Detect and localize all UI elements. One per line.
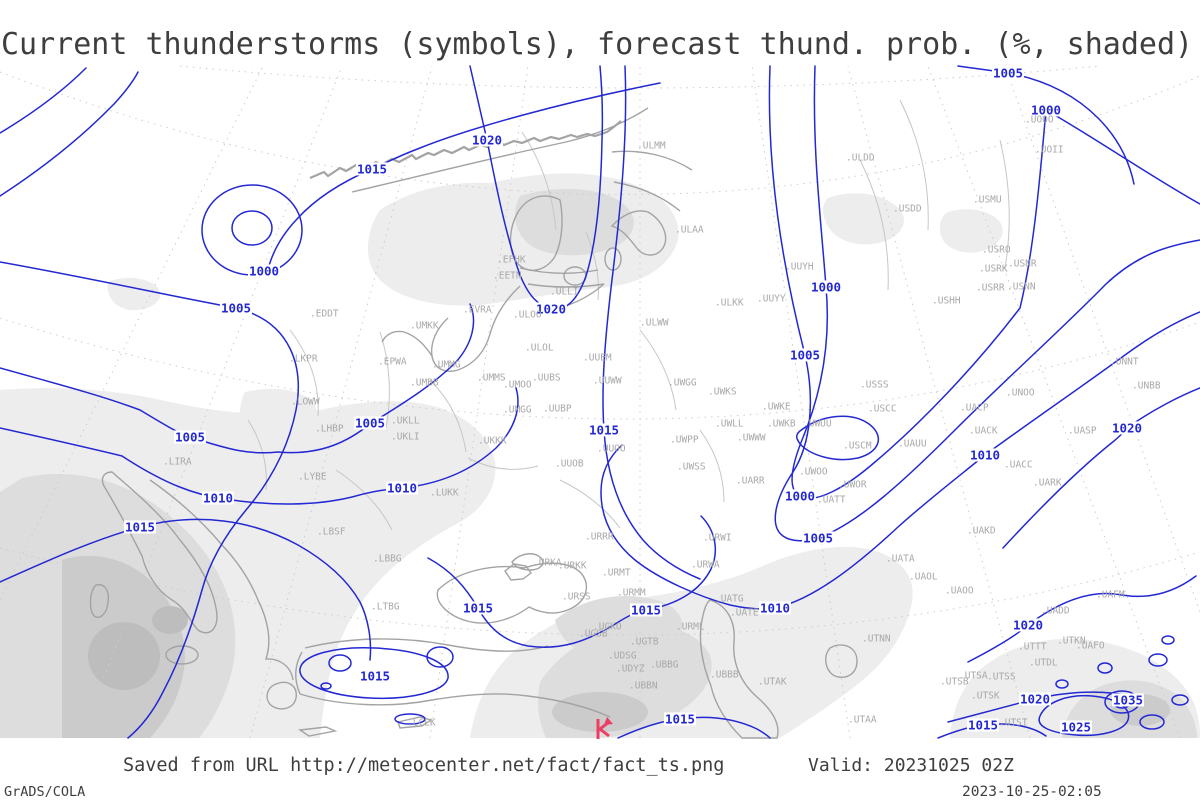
grads-credit-text: GrADS/COLA <box>4 784 86 800</box>
page-title: Current thunderstorms (symbols), forecas… <box>1 27 1194 62</box>
graticule <box>0 65 1200 739</box>
coastlines <box>89 107 858 739</box>
saved-from-url-text: Saved from URL http://meteocenter.net/fa… <box>123 755 725 776</box>
probability-shading <box>0 173 1200 738</box>
valid-time-text: Valid: 20231025 02Z <box>808 755 1014 776</box>
creation-datetime-text: 2023-10-25-02:05 <box>962 784 1102 800</box>
